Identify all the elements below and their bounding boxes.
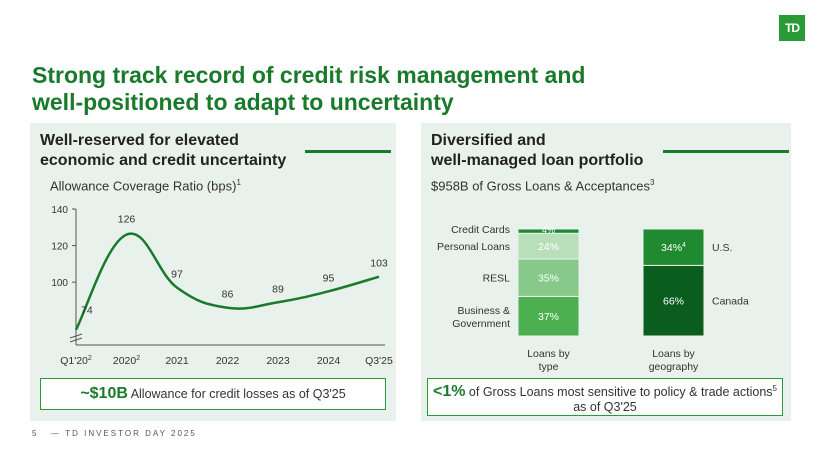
y-tick-label: 100 [51,278,68,289]
segment-category-label: Government [452,318,510,330]
bar-axis-label: geography [649,361,699,373]
left-panel-title-line2: economic and credit uncertainty [40,152,287,169]
x-tick-label-text: Q3'25 [365,355,393,367]
x-tick-label: Q1'202 [60,355,92,367]
left-title-rule [305,150,391,153]
x-tick-label-text: Q1'20 [60,355,88,367]
data-label: 97 [171,269,183,281]
right-chart-subtitle-footnote: 3 [649,178,655,187]
segment-value-label: 4% [542,225,555,235]
axis-break-mark [69,337,83,343]
right-callout-line2: as of Q3'25 [573,400,637,415]
segment-category-label: Credit Cards [451,224,510,236]
bar-axis-label: Loans by [527,348,570,360]
data-label: 126 [118,214,136,226]
left-panel-title: Well-reserved for elevated economic and … [40,131,286,171]
left-panel: Well-reserved for elevated economic and … [30,123,396,421]
segment-value-text: 24% [538,241,559,253]
page-number: 5 [32,429,39,438]
footer-text: — TD INVESTOR DAY 2025 [51,429,197,438]
right-callout: <1% of Gross Loans most sensitive to pol… [427,378,783,416]
x-tick-footnote: 2 [88,355,92,362]
segment-value-label: 37% [538,311,559,323]
y-tick-label: 120 [51,242,68,253]
bar-segment [642,228,705,266]
coverage-ratio-line [74,232,380,331]
axis-break-mark [69,333,83,339]
segment-category-label: U.S. [712,242,732,254]
x-tick-label: 2021 [165,355,189,367]
right-panel: Diversified and well-managed loan portfo… [421,123,791,421]
left-chart-subtitle: Allowance Coverage Ratio (bps)1 [50,178,241,193]
bar-segment [517,295,580,337]
td-logo: TD [779,15,805,41]
segment-value-label: 24% [538,241,559,253]
x-tick-label: Q3'25 [365,355,393,367]
right-callout-text: of Gross Loans most sensitive to policy … [465,385,773,400]
bar-axis-label: Loans by [652,348,695,360]
x-tick-label: 20202 [113,355,140,367]
segment-category-label: Personal Loans [437,241,510,253]
bar-segment [517,228,580,234]
left-callout: ~$10B Allowance for credit losses as of … [40,378,386,410]
x-tick-label-text: 2024 [317,355,341,367]
right-panel-title: Diversified and well-managed loan portfo… [431,131,643,171]
right-callout-value: <1% [432,383,466,401]
right-chart-subtitle: $958B of Gross Loans & Acceptances3 [431,178,654,193]
left-chart-subtitle-footnote: 1 [236,178,241,187]
page-title-line2: well-positioned to adapt to uncertainty [32,89,454,115]
segment-value-label: 35% [538,273,559,285]
data-label: 89 [272,283,284,295]
segment-value-text: 35% [538,273,559,285]
x-tick-label-text: 2021 [165,355,189,367]
page-title: Strong track record of credit risk manag… [32,62,732,116]
right-callout-footnote: 5 [772,384,777,393]
segment-category-label: Business & [457,305,510,317]
right-chart-subtitle-text: $958B of Gross Loans & Acceptances [431,178,650,194]
bar-axis-label: type [539,361,559,373]
x-tick-label: 2024 [317,355,341,367]
bar-segment [517,232,580,260]
right-panel-title-line1: Diversified and [431,132,546,149]
right-panel-title-line2: well-managed loan portfolio [431,152,644,169]
segment-value-text: 37% [538,311,559,323]
x-tick-label: 2022 [216,355,240,367]
footer: 5 — TD INVESTOR DAY 2025 [32,429,197,438]
segment-category-label: Canada [712,296,749,308]
x-tick-label-text: 2020 [113,355,137,367]
data-label: 86 [222,289,234,301]
data-label: 95 [323,272,335,284]
segment-category-label: RESL [483,273,511,285]
data-label: 74 [81,305,93,317]
bar-segment [517,258,580,297]
loan-portfolio-chart: 37% Business &Government 35% RESL 24% Persona… [437,224,749,373]
x-tick-label-text: 2023 [266,355,290,367]
x-tick-label-text: 2022 [216,355,240,367]
right-callout-line1: <1% of Gross Loans most sensitive to pol… [428,381,782,400]
y-tick-label: 140 [51,205,68,216]
left-callout-value: ~$10B [80,385,128,402]
left-panel-title-line1: Well-reserved for elevated [40,132,239,149]
data-label: 103 [370,258,388,270]
left-chart-subtitle-text: Allowance Coverage Ratio (bps) [50,178,237,194]
x-tick-label: 2023 [266,355,290,367]
right-title-rule [663,150,789,153]
segment-value-label: 66% [663,296,684,308]
segment-value-label: 34%4 [661,242,686,254]
x-tick-footnote: 2 [136,355,140,362]
left-callout-text: Allowance for credit losses as of Q3'25 [127,387,346,401]
segment-value-text: 34% [661,242,682,254]
segment-value-text: 66% [663,296,684,308]
page-title-line1: Strong track record of credit risk manag… [32,62,586,88]
segment-value-footnote: 4 [682,242,686,249]
